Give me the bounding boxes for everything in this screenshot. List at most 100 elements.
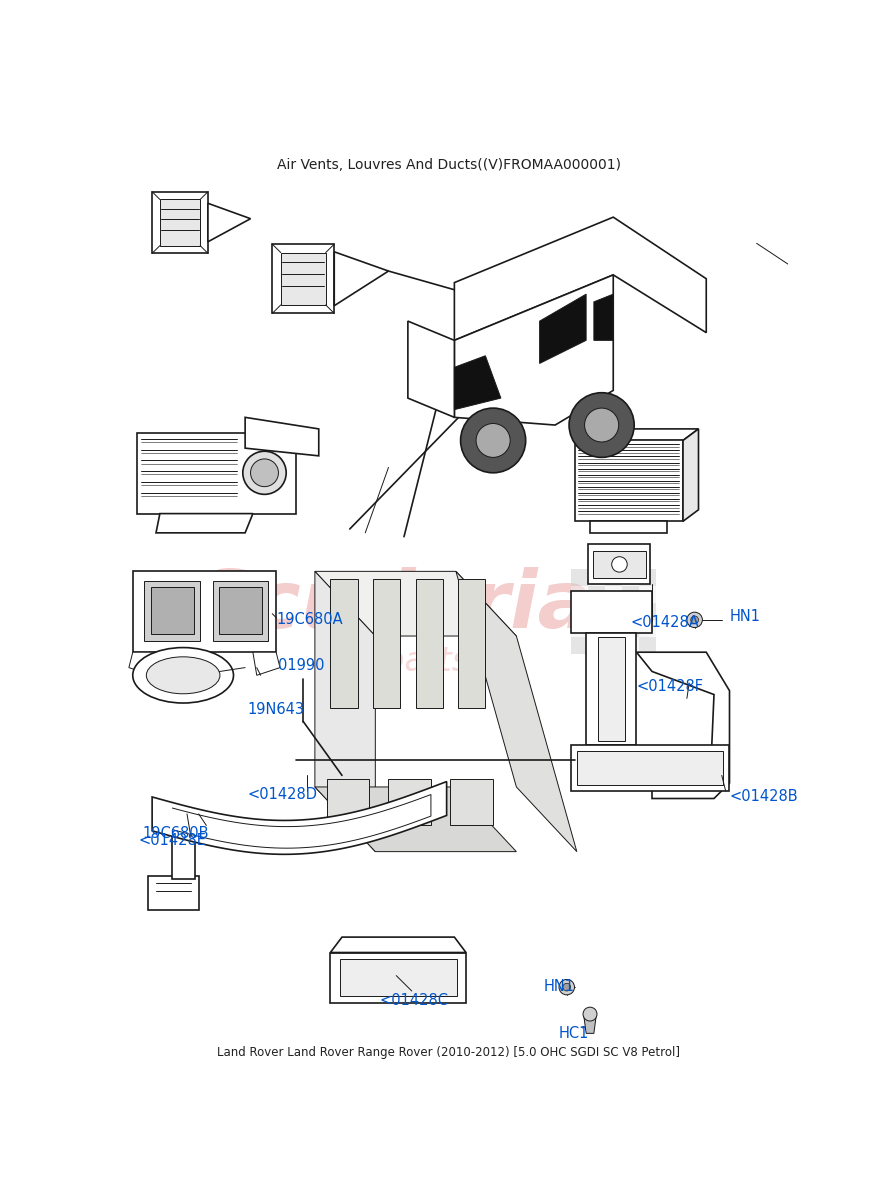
Circle shape bbox=[584, 408, 618, 442]
Polygon shape bbox=[455, 355, 501, 409]
Bar bbox=[639, 586, 656, 602]
Polygon shape bbox=[314, 787, 516, 852]
Polygon shape bbox=[637, 653, 730, 798]
Polygon shape bbox=[172, 829, 194, 880]
Ellipse shape bbox=[146, 656, 220, 694]
Bar bbox=[588, 620, 605, 637]
Bar bbox=[622, 569, 639, 586]
Bar bbox=[639, 569, 656, 586]
Polygon shape bbox=[583, 1015, 597, 1033]
Polygon shape bbox=[575, 428, 698, 440]
Polygon shape bbox=[455, 275, 613, 425]
Polygon shape bbox=[586, 632, 637, 744]
Text: <01428D: <01428D bbox=[247, 787, 317, 802]
Text: 19C680B: 19C680B bbox=[142, 826, 208, 841]
Ellipse shape bbox=[133, 648, 234, 703]
Polygon shape bbox=[330, 953, 466, 1002]
Text: Land Rover Land Rover Range Rover (2010-2012) [5.0 OHC SGDI SC V8 Petrol]: Land Rover Land Rover Range Rover (2010-… bbox=[217, 1045, 681, 1058]
Bar bbox=[622, 637, 639, 654]
Polygon shape bbox=[540, 294, 586, 364]
Bar bbox=[588, 586, 605, 602]
Polygon shape bbox=[160, 199, 201, 246]
Polygon shape bbox=[213, 581, 268, 641]
Circle shape bbox=[251, 458, 279, 487]
Polygon shape bbox=[133, 571, 276, 653]
Polygon shape bbox=[137, 433, 295, 514]
Bar bbox=[639, 602, 656, 620]
Circle shape bbox=[611, 557, 627, 572]
Polygon shape bbox=[151, 587, 194, 635]
Circle shape bbox=[559, 979, 575, 995]
Bar bbox=[571, 569, 588, 586]
Polygon shape bbox=[129, 653, 156, 676]
Text: 19N643: 19N643 bbox=[247, 702, 305, 718]
Bar bbox=[571, 637, 588, 654]
Text: Air Vents, Louvres And Ducts((V)FROMAA000001): Air Vents, Louvres And Ducts((V)FROMAA00… bbox=[277, 158, 621, 172]
Polygon shape bbox=[683, 428, 698, 521]
Bar bbox=[639, 637, 656, 654]
Polygon shape bbox=[272, 244, 335, 313]
Bar bbox=[588, 569, 605, 586]
Bar bbox=[639, 620, 656, 637]
Text: HC1: HC1 bbox=[559, 1026, 590, 1040]
Circle shape bbox=[583, 1007, 597, 1021]
Polygon shape bbox=[576, 751, 724, 785]
Bar bbox=[605, 620, 622, 637]
Polygon shape bbox=[152, 192, 208, 253]
Polygon shape bbox=[335, 252, 388, 306]
Polygon shape bbox=[314, 571, 516, 636]
Polygon shape bbox=[458, 580, 485, 708]
Circle shape bbox=[569, 392, 634, 457]
Text: car parts: car parts bbox=[320, 644, 470, 678]
Polygon shape bbox=[330, 937, 466, 953]
Polygon shape bbox=[589, 545, 651, 584]
Polygon shape bbox=[455, 217, 706, 341]
Polygon shape bbox=[373, 580, 400, 708]
Polygon shape bbox=[450, 779, 493, 826]
Polygon shape bbox=[245, 418, 319, 456]
Polygon shape bbox=[456, 571, 576, 852]
Circle shape bbox=[691, 616, 698, 624]
Polygon shape bbox=[575, 440, 683, 521]
Text: <01428E: <01428E bbox=[139, 833, 207, 848]
Circle shape bbox=[687, 612, 703, 628]
Polygon shape bbox=[590, 521, 668, 533]
Polygon shape bbox=[156, 514, 253, 533]
Text: <01428B: <01428B bbox=[730, 790, 798, 804]
Polygon shape bbox=[340, 959, 456, 996]
Polygon shape bbox=[594, 294, 613, 341]
Bar bbox=[571, 602, 588, 620]
Circle shape bbox=[461, 408, 526, 473]
Bar bbox=[588, 637, 605, 654]
Text: HN1: HN1 bbox=[543, 979, 575, 994]
Text: 19C680A: 19C680A bbox=[276, 612, 343, 626]
Bar bbox=[605, 569, 622, 586]
Polygon shape bbox=[330, 580, 357, 708]
Polygon shape bbox=[597, 637, 625, 740]
Polygon shape bbox=[570, 744, 730, 791]
Bar bbox=[571, 586, 588, 602]
Polygon shape bbox=[408, 322, 455, 418]
Bar bbox=[622, 586, 639, 602]
Circle shape bbox=[243, 451, 286, 494]
Text: <01428C: <01428C bbox=[379, 992, 449, 1008]
Text: <01428F: <01428F bbox=[637, 679, 703, 695]
Text: HN1: HN1 bbox=[730, 610, 760, 624]
Polygon shape bbox=[152, 781, 447, 854]
Polygon shape bbox=[219, 587, 262, 635]
Polygon shape bbox=[145, 581, 201, 641]
Polygon shape bbox=[314, 571, 375, 852]
Bar bbox=[622, 602, 639, 620]
Circle shape bbox=[476, 424, 510, 457]
Bar bbox=[588, 602, 605, 620]
Text: 01990: 01990 bbox=[279, 658, 325, 673]
Bar bbox=[571, 620, 588, 637]
Bar bbox=[605, 586, 622, 602]
Polygon shape bbox=[327, 779, 369, 826]
Bar bbox=[622, 620, 639, 637]
Bar bbox=[605, 602, 622, 620]
Bar bbox=[605, 637, 622, 654]
Polygon shape bbox=[570, 590, 652, 632]
Polygon shape bbox=[253, 653, 280, 676]
Circle shape bbox=[563, 983, 570, 991]
